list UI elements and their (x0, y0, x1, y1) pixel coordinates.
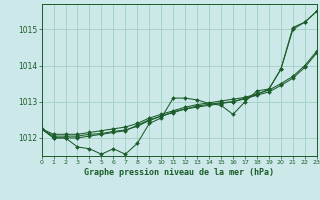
X-axis label: Graphe pression niveau de la mer (hPa): Graphe pression niveau de la mer (hPa) (84, 168, 274, 177)
